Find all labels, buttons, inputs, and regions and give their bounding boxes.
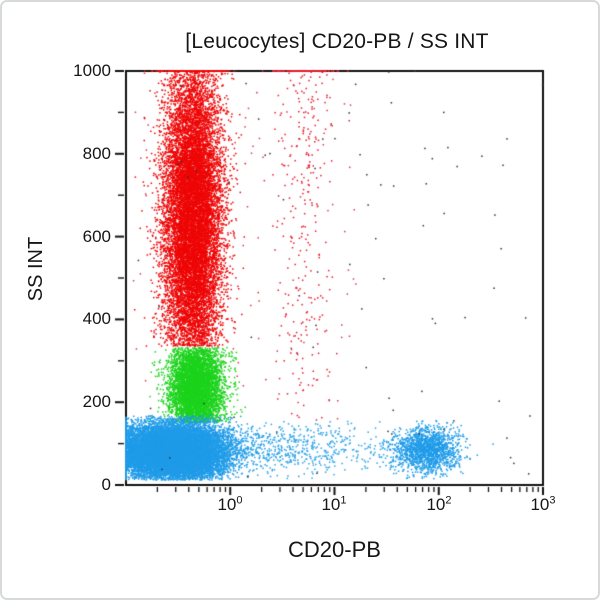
x-tick-label-1e0: 100 [217,494,243,514]
y-tick-label-600: 600 [82,227,111,246]
chart-title: [Leucocytes] CD20-PB / SS INT [185,30,489,53]
y-tick-label-200: 200 [82,392,111,411]
y-tick-label-400: 400 [82,309,111,328]
y-tick-label-800: 800 [82,144,111,163]
x-tick-label-1e1: 101 [321,494,347,514]
x-tick-label-1e2: 102 [426,494,452,514]
y-tick-label-1000: 1000 [73,61,111,80]
x-axis-label: CD20-PB [288,537,381,562]
y-tick-label-0: 0 [101,475,111,494]
x-tick-label-1e3: 103 [530,494,556,514]
